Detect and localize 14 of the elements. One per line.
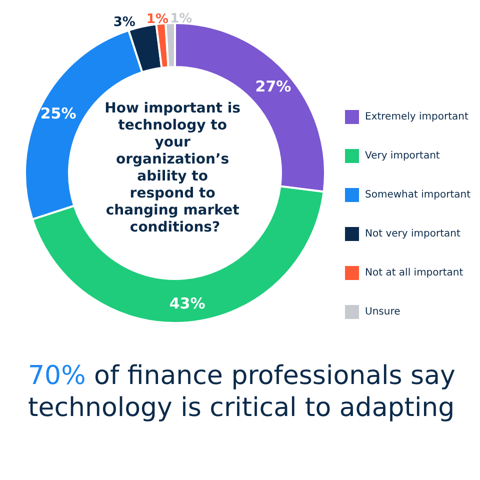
data-label: 3%: [113, 15, 136, 30]
legend-label: Not very important: [365, 228, 460, 240]
legend-label: Unsure: [365, 306, 400, 318]
data-label: 43%: [169, 294, 206, 312]
data-label: 25%: [40, 104, 76, 123]
data-label: 1%: [170, 12, 192, 27]
data-label: 1%: [146, 12, 169, 28]
legend-label: Not at all important: [365, 268, 464, 278]
data-label: 27%: [255, 77, 292, 96]
legend-label: Very important: [365, 150, 440, 162]
text: How important is technology to your organization’s ability to respond to changing market conditions?: [104, 100, 246, 236]
legend-label: Somewhat important: [365, 190, 471, 200]
text: 70% of finance professionals say technology is critical to adapting: [28, 361, 464, 423]
legend-label: Extremely important: [365, 112, 468, 122]
